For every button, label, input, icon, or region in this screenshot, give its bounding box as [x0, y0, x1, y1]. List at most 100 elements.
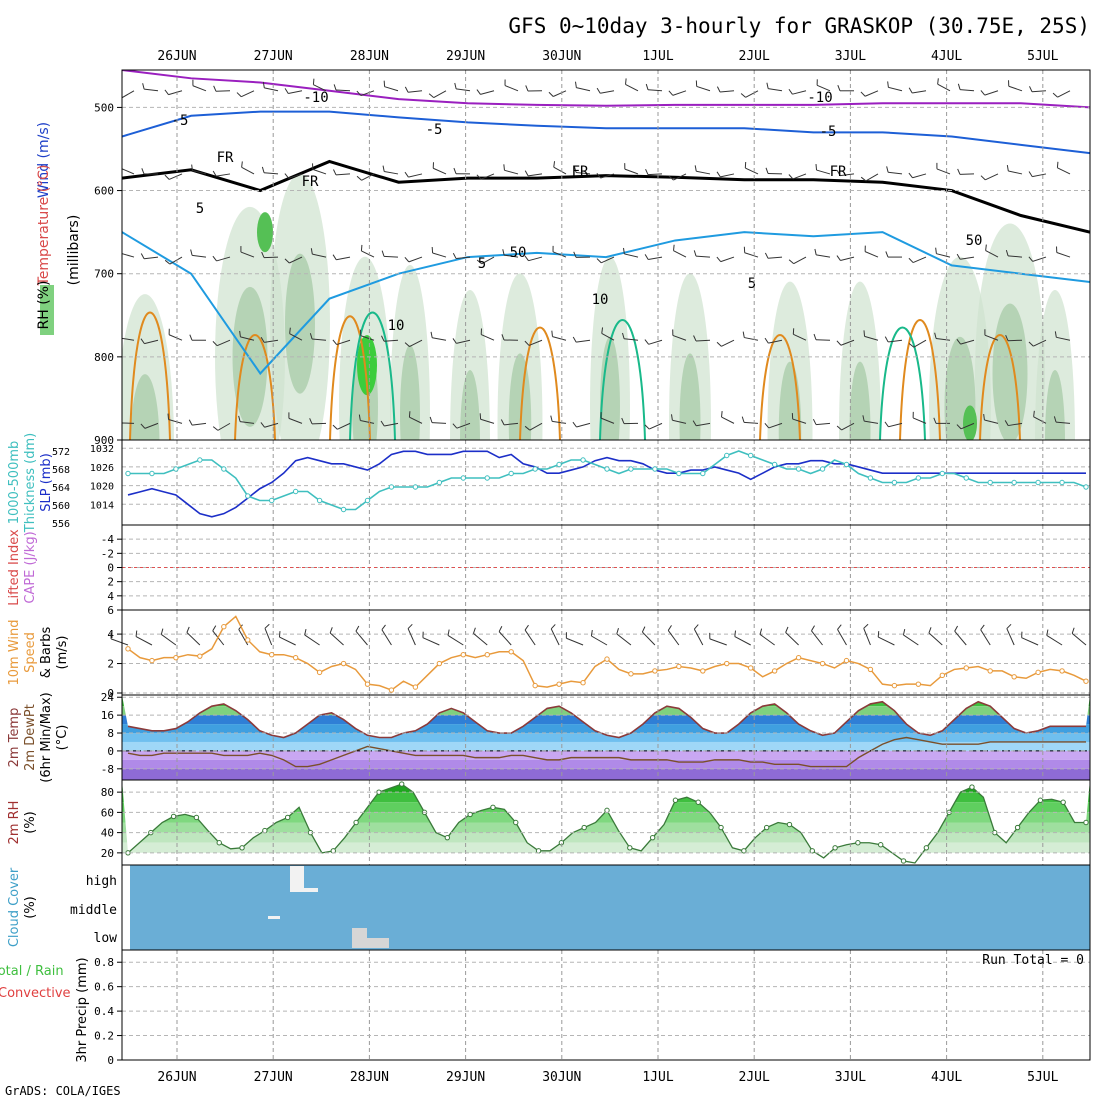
y-tick-label: 600	[94, 185, 114, 198]
wind-barb-feather	[928, 627, 932, 634]
temp-band	[122, 750, 1090, 760]
wind-barb-feather	[1053, 416, 1057, 423]
wind-speed-line-marker	[532, 682, 538, 689]
wind-barb-feather	[329, 627, 333, 634]
wind-barb	[335, 173, 351, 176]
wind-barb-feather	[1071, 627, 1075, 634]
wind-barb	[384, 86, 399, 92]
series-left-marker	[628, 466, 634, 472]
temp-contour-warm	[129, 311, 171, 440]
wind-barb-feather	[310, 248, 313, 255]
rh-shade-core	[992, 303, 1028, 440]
wind-barb-feather	[476, 174, 482, 180]
wind-barb	[1008, 85, 1023, 92]
wind-barb	[216, 256, 231, 262]
wind-barb-feather	[142, 83, 145, 90]
wind-barb-feather	[332, 254, 337, 261]
series-left-marker	[149, 470, 155, 477]
wind-speed-line-marker	[245, 637, 251, 643]
wind-barb-feather	[380, 420, 385, 427]
wind-barb	[481, 334, 495, 341]
wind-barb-feather	[956, 253, 961, 260]
wind-barb-feather	[721, 410, 723, 418]
y-tick-label: -4	[101, 533, 115, 546]
wind-speed-line-marker	[316, 669, 323, 676]
rh-2m-line-marker	[900, 858, 907, 864]
temp-contour-warm	[329, 315, 371, 440]
y-tick-label: 0	[107, 562, 114, 575]
cloud-high-patch	[290, 866, 304, 892]
rh-2m-line-marker	[627, 845, 633, 851]
chart-title: GFS 0~10day 3-hourly for GRASKOP (30.75E…	[508, 14, 1090, 38]
series-left-marker	[1083, 484, 1089, 490]
wind-speed-line-marker	[149, 657, 155, 664]
wind-barb-feather	[788, 88, 793, 95]
wind-barb-feather	[596, 87, 601, 94]
wind-barb	[289, 256, 303, 264]
wind-barb	[504, 254, 519, 258]
wind-barb	[241, 166, 255, 175]
wind-barb-feather	[238, 415, 241, 422]
wind-barb	[625, 83, 639, 92]
wind-barb	[960, 339, 975, 345]
wind-barb	[672, 334, 687, 341]
rh-2m-line-marker	[763, 824, 770, 831]
temp-2m-line	[127, 700, 1086, 739]
wind-barb	[745, 167, 759, 175]
wind-barb	[122, 253, 135, 258]
date-label-top: 29JUN	[446, 49, 485, 64]
rh2m-axis-label-0: 2m RH	[7, 801, 22, 845]
wind-barb	[168, 173, 183, 180]
wind-barb-feather	[186, 626, 190, 633]
rh-2m-line-marker	[239, 845, 245, 851]
wind-barb	[600, 417, 615, 424]
series-left-marker	[245, 493, 251, 499]
wind-barb	[793, 333, 807, 341]
wind-barb	[1057, 167, 1071, 175]
wind-barb	[264, 422, 279, 428]
wind-barb-feather	[645, 168, 649, 175]
wind-speed-line-marker	[484, 652, 490, 658]
slp-left-tick: 556	[52, 519, 70, 530]
y-tick-label: 0	[107, 687, 114, 700]
wind-speed-line-marker	[628, 671, 634, 677]
wind-barb	[888, 86, 903, 92]
temp-contour--5	[122, 110, 1090, 155]
series-left-marker	[580, 457, 586, 463]
cloud-low-patch	[367, 938, 389, 948]
series-left-marker	[700, 470, 706, 477]
wind-barb	[480, 173, 495, 180]
wind-barb	[864, 420, 879, 424]
wind-barb-feather	[836, 255, 841, 261]
wind-barb	[498, 631, 512, 646]
wind-barb	[528, 339, 543, 346]
wind-barb-feather	[188, 419, 193, 426]
wind-barb-feather	[304, 628, 307, 636]
wind-barb-feather	[957, 168, 961, 175]
wind-barb	[1008, 422, 1023, 427]
wind-barb-feather	[694, 165, 697, 172]
wind-barb-feather	[596, 173, 602, 179]
wind-barb-feather	[498, 626, 503, 632]
wind-barb-feather	[524, 340, 530, 346]
wind-barb-feather	[668, 175, 674, 181]
wind-speed-line-marker	[819, 660, 826, 667]
wind-barb-feather	[118, 417, 120, 423]
wind-barb	[576, 422, 591, 428]
wind-barb-feather	[333, 169, 337, 176]
wind-barb-feather	[625, 78, 627, 85]
wind-barb-feather	[908, 172, 913, 179]
wind-barb	[960, 256, 975, 260]
wind-barb	[840, 173, 855, 177]
wind-barb	[696, 85, 711, 92]
wind-barb-feather	[119, 332, 120, 338]
wind-barb	[456, 422, 471, 429]
wind-barb-feather	[957, 83, 961, 90]
wind-barb	[864, 335, 879, 341]
contour-label: -10	[303, 90, 328, 106]
wind-barb-feather	[381, 624, 386, 631]
wind-speed-line-marker	[508, 649, 514, 655]
wind-barb-feather	[381, 250, 385, 257]
slp-left-tick: 560	[52, 501, 70, 512]
